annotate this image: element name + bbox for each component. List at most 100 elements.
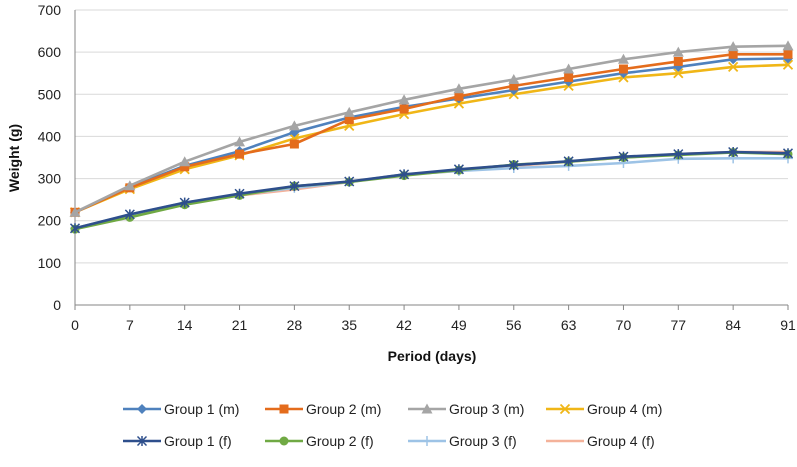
legend-label: Group 4 (f) (587, 433, 655, 449)
x-tick-label: 70 (616, 317, 632, 333)
point-marker (180, 162, 190, 172)
legend-entry: Group 2 (f) (265, 433, 374, 449)
point-marker (453, 164, 464, 175)
point-marker (137, 404, 147, 414)
point-marker (563, 63, 575, 74)
series-group-3-m (69, 40, 794, 217)
point-marker (124, 180, 136, 191)
point-marker (343, 106, 355, 117)
point-marker (563, 156, 574, 167)
series-group-4-m (69, 59, 794, 218)
x-tick-label: 42 (396, 317, 412, 333)
x-tick-label: 49 (451, 317, 467, 333)
point-marker (618, 64, 628, 74)
x-tick-label: 0 (71, 317, 79, 333)
legend-label: Group 2 (m) (306, 401, 381, 417)
point-marker (289, 181, 300, 192)
point-marker (234, 188, 245, 199)
point-marker (398, 94, 410, 105)
point-marker (782, 40, 794, 51)
series-line (74, 150, 789, 230)
point-marker (559, 403, 571, 415)
x-tick-label: 77 (671, 317, 687, 333)
point-marker (69, 223, 81, 234)
series-line (74, 63, 789, 214)
legend-entry: Group 3 (f) (408, 433, 517, 449)
point-marker (728, 146, 739, 158)
point-marker (782, 59, 794, 70)
legend-label: Group 4 (m) (587, 401, 662, 417)
y-tick-label: 400 (38, 128, 62, 144)
x-tick-label: 91 (780, 317, 796, 333)
point-marker (179, 197, 190, 208)
point-marker (421, 403, 433, 414)
y-tick-label: 500 (38, 86, 62, 102)
point-marker (289, 139, 299, 149)
legend-entry: Group 2 (m) (265, 401, 381, 417)
x-tick-label: 35 (341, 317, 357, 333)
point-marker (288, 120, 300, 131)
point-marker (344, 115, 354, 125)
x-tick-label: 28 (287, 317, 303, 333)
legend-entry: Group 4 (m) (546, 401, 662, 417)
point-marker (344, 176, 355, 187)
x-tick-labels: 0 7 14 21 28 35 42 49 56 63 70 77 84 91 (71, 317, 796, 333)
point-marker (782, 148, 794, 159)
point-marker (179, 156, 191, 167)
point-marker (399, 169, 410, 180)
series-layer (69, 40, 794, 234)
point-marker (509, 81, 519, 91)
legend-entry: Group 4 (f) (546, 433, 655, 449)
point-marker (564, 72, 574, 82)
point-marker (69, 206, 81, 217)
axes (74, 10, 789, 310)
x-tick-label: 14 (177, 317, 193, 333)
legend: Group 1 (m) Group 2 (m) Group 3 (m) Group 4… (123, 401, 662, 449)
y-tick-label: 200 (38, 213, 62, 229)
point-marker (399, 104, 409, 114)
y-tick-label: 0 (53, 297, 61, 313)
x-tick-label: 56 (506, 317, 522, 333)
legend-label: Group 3 (m) (449, 401, 524, 417)
point-marker (617, 53, 629, 64)
point-marker (728, 49, 738, 59)
point-marker (727, 41, 739, 52)
point-marker (454, 91, 464, 101)
point-marker (508, 160, 519, 171)
series-group-1-f (69, 146, 794, 234)
point-marker (289, 127, 300, 138)
x-axis-title: Period (days) (388, 348, 477, 364)
point-marker (136, 435, 148, 447)
point-marker (279, 404, 289, 414)
legend-label: Group 2 (f) (306, 433, 374, 449)
point-marker (672, 46, 684, 57)
point-marker (783, 49, 793, 59)
x-tick-label: 84 (725, 317, 741, 333)
point-marker (235, 149, 245, 159)
point-marker (422, 436, 432, 446)
series-group-1-m (70, 53, 793, 218)
point-marker (124, 209, 135, 220)
point-marker (673, 56, 683, 66)
point-marker (618, 151, 629, 162)
x-tick-label: 21 (232, 317, 248, 333)
point-marker (279, 436, 289, 446)
series-line (74, 52, 788, 214)
y-tick-label: 600 (38, 44, 62, 60)
y-tick-label: 300 (38, 171, 62, 187)
point-marker (453, 83, 465, 94)
x-tick-label: 7 (126, 317, 134, 333)
legend-entry: Group 1 (m) (123, 401, 239, 417)
series-line (74, 44, 789, 214)
legend-label: Group 1 (m) (164, 401, 239, 417)
y-tick-label: 700 (38, 2, 62, 18)
y-tick-label: 100 (38, 255, 62, 271)
y-axis-title: Weight (g) (6, 124, 22, 192)
x-tick-label: 63 (561, 317, 577, 333)
point-marker (508, 74, 520, 85)
gridlines (75, 9, 788, 264)
legend-entry: Group 1 (f) (123, 433, 232, 449)
point-marker (728, 61, 739, 73)
point-marker (673, 68, 684, 79)
